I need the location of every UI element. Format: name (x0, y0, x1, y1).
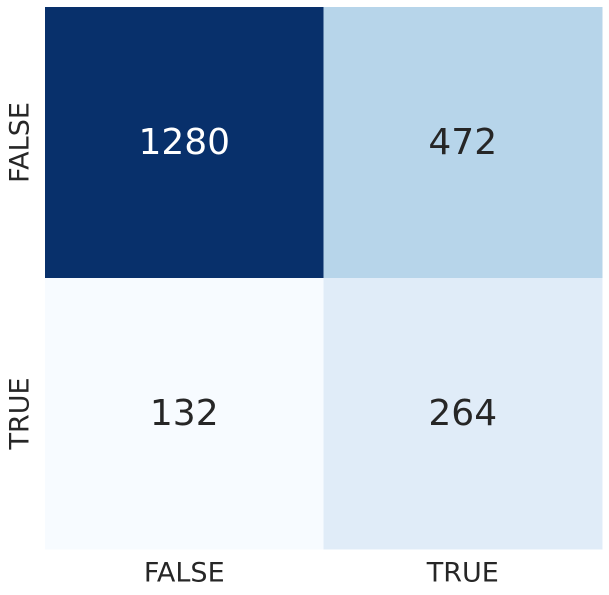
y-tick-label: TRUE (5, 377, 36, 450)
cell-value-label: 132 (150, 393, 219, 434)
x-axis-tick-labels: FALSE TRUE (144, 558, 499, 589)
x-tick-label: TRUE (426, 558, 499, 589)
heatmap-cell-false-false (45, 7, 324, 279)
x-tick-label: FALSE (144, 558, 225, 589)
y-tick-label: FALSE (5, 102, 36, 183)
cell-value-label: 472 (428, 122, 497, 163)
y-axis-tick-labels: FALSE TRUE (5, 102, 36, 450)
heatmap-cell-labels: 1280 472 132 264 (138, 122, 497, 434)
heatmap-cells (45, 7, 603, 550)
heatmap-cell-true-true (323, 278, 603, 550)
heatmap-cell-true-false (45, 278, 324, 550)
cell-value-label: 1280 (138, 122, 230, 163)
heatmap-cell-false-true (323, 7, 603, 279)
cell-value-label: 264 (428, 393, 497, 434)
